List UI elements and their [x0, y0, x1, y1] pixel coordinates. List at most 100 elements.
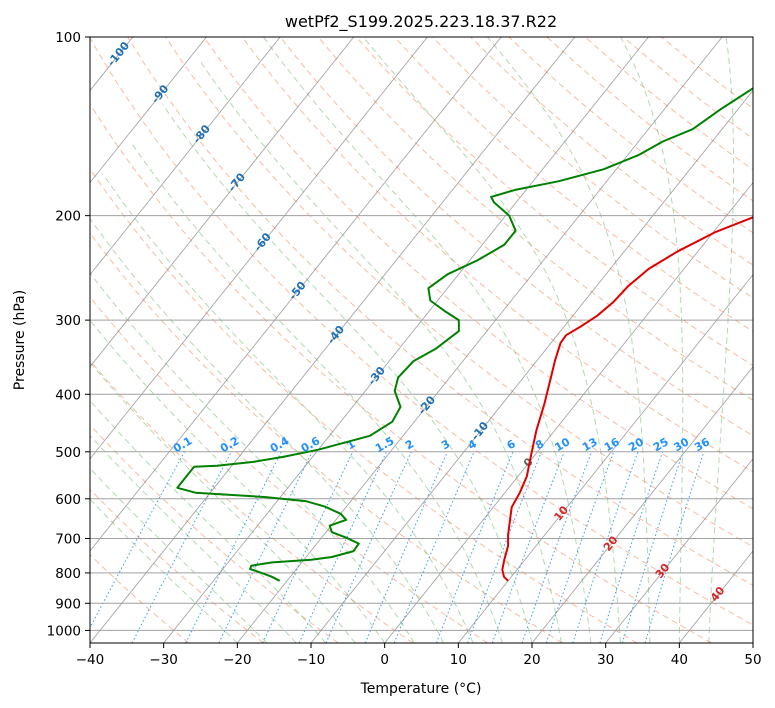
y-tick-label: 900	[55, 596, 81, 612]
moist-adiabat-line	[362, 37, 621, 643]
y-tick-label: 700	[55, 532, 81, 548]
x-tick-label: −20	[223, 652, 252, 668]
dry-adiabat-line	[90, 37, 753, 626]
dry-adiabat-line	[546, 37, 753, 202]
dry-adiabat-line	[317, 37, 753, 401]
moist-adiabat-line	[162, 104, 533, 643]
y-tick-label: 200	[55, 209, 81, 225]
y-tick-label: 300	[55, 313, 81, 329]
isotherm-label: -50	[286, 279, 309, 303]
isotherm-label: -90	[149, 82, 172, 106]
moist-adiabat-line	[90, 361, 356, 643]
mixing-ratio-line	[621, 451, 684, 643]
moist-adiabat-line	[90, 272, 415, 643]
dry-adiabat-line	[90, 296, 488, 643]
isotherm-label: -60	[251, 230, 274, 254]
x-tick-label: 50	[744, 652, 761, 668]
moist-adiabat-line	[90, 498, 238, 643]
mixing-ratio-line	[90, 451, 185, 629]
isotherm-label: -20	[416, 393, 439, 417]
isotherm-line	[163, 37, 649, 643]
isotherm-label: 10	[551, 503, 571, 523]
x-tick-label: −30	[149, 652, 178, 668]
mixing-ratio-label: 3	[439, 437, 452, 452]
isotherm-line	[310, 89, 753, 643]
dry-adiabat-line	[356, 37, 753, 367]
y-tick-label: 600	[55, 492, 81, 508]
plot-frame	[89, 36, 754, 644]
isotherm-label: -70	[226, 170, 249, 194]
dry-adiabat-line	[90, 103, 712, 643]
isotherm-line	[90, 37, 502, 552]
x-tick-label: −10	[297, 652, 326, 668]
mixing-ratio-line	[467, 451, 542, 643]
dry-adiabat-line	[90, 488, 264, 643]
moist-adiabat-line	[199, 61, 562, 643]
dry-adiabat-line	[127, 37, 753, 586]
isotherm-line	[90, 37, 355, 368]
moist-adiabat-line	[90, 434, 297, 643]
moist-adiabat-line	[90, 467, 268, 643]
isotherm-line	[236, 37, 723, 643]
moist-adiabat-line	[487, 37, 651, 643]
mixing-ratio-line	[131, 451, 232, 643]
x-tick-label: 0	[380, 652, 389, 668]
isotherm-label: -80	[190, 122, 213, 146]
moist-adiabat-line	[708, 37, 735, 643]
y-tick-label: 100	[55, 30, 81, 46]
temperature-profile-line	[501, 216, 753, 582]
isotherm-line	[457, 273, 753, 643]
mixing-ratio-line	[185, 451, 282, 643]
isotherm-line	[90, 37, 428, 460]
isotherm-line	[752, 642, 753, 643]
isotherm-line	[384, 181, 753, 643]
mixing-ratio-line	[644, 451, 705, 643]
mixing-ratio-line	[491, 451, 565, 643]
dry-adiabat-line	[470, 37, 753, 266]
moist-adiabat-line	[129, 141, 503, 643]
x-axis-label: Temperature (°C)	[360, 681, 482, 697]
mixing-ratio-line	[325, 451, 412, 643]
isotherm-label: -100	[105, 39, 133, 69]
moist-adiabat-line	[90, 217, 445, 643]
moist-adiabat-line	[620, 37, 684, 643]
x-tick-label: 10	[450, 652, 467, 668]
y-axis-label: Pressure (hPa)	[12, 290, 28, 390]
dry-adiabat-line	[394, 37, 753, 333]
x-tick-label: 30	[597, 652, 614, 668]
mixing-ratio-line	[572, 451, 639, 643]
dry-adiabat-line	[508, 37, 753, 234]
mixing-ratio-line	[364, 451, 448, 643]
y-tick-label: 400	[55, 387, 81, 403]
x-tick-label: 20	[523, 652, 540, 668]
mixing-ratio-label: 6	[505, 437, 518, 452]
mixing-ratio-line	[521, 451, 593, 643]
x-tick-label: −40	[76, 652, 105, 668]
mixing-ratio-line	[393, 451, 475, 643]
dewpoint-profile-line	[176, 87, 753, 582]
moist-adiabat-line	[90, 319, 386, 643]
mixing-ratio-line	[599, 451, 664, 643]
y-tick-label: 800	[55, 566, 81, 582]
moist-adiabat-line	[262, 37, 592, 643]
y-tick-label: 500	[55, 445, 81, 461]
dry-adiabat-line	[90, 232, 563, 643]
chart-title: wetPf2_S199.2025.223.18.37.R22	[285, 12, 557, 32]
mixing-ratio-line	[298, 451, 387, 643]
isotherm-label: -30	[365, 364, 388, 388]
mixing-ratio-line	[545, 451, 615, 643]
isotherm-label: 20	[601, 533, 621, 553]
dry-adiabat-line	[165, 37, 753, 548]
isotherm-line	[90, 37, 207, 184]
dry-adiabat-line	[90, 423, 339, 643]
mixing-ratio-line	[262, 451, 354, 643]
moist-adiabat-line	[102, 173, 474, 643]
dry-adiabat-line	[90, 168, 638, 643]
mixing-ratio-label: 2	[403, 437, 416, 452]
y-tick-label: 1000	[47, 623, 81, 639]
mixing-ratio-line	[218, 451, 313, 643]
isotherm-line	[605, 458, 753, 643]
isotherm-label: -40	[325, 323, 348, 347]
isotherm-line	[0, 37, 59, 643]
